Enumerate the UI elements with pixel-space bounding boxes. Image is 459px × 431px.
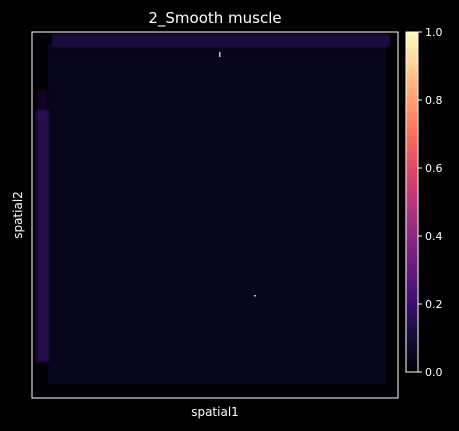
colorbar-ticks: 0.0 0.2 0.4 0.6 0.8 1.0 [418,26,443,379]
edge-expression-bands [36,34,390,362]
plot-frame [31,31,399,399]
tissue-region [48,44,386,384]
bright-spot [219,52,221,57]
plot-area [31,31,399,399]
left-edge-band-faint [38,90,47,120]
colorbar-tick-label: 0.6 [425,162,443,175]
colorbar-tick-label: 1.0 [425,26,443,39]
colorbar-tick-label: 0.2 [425,298,443,311]
colorbar: 0.0 0.2 0.4 0.6 0.8 1.0 [405,26,443,379]
colorbar-tick-label: 0.8 [425,94,443,107]
y-axis-label: spatial2 [11,191,25,239]
colorbar-scale [406,32,418,372]
colorbar-tick-label: 0.0 [425,366,443,379]
colorbar-tick-label: 0.4 [425,230,443,243]
top-edge-band [52,34,390,47]
chart-title: 2_Smooth muscle [148,9,281,28]
colorbar-frame [405,31,419,373]
x-axis-label: spatial1 [191,405,239,419]
bright-spot [254,295,256,297]
left-edge-band [36,110,49,362]
